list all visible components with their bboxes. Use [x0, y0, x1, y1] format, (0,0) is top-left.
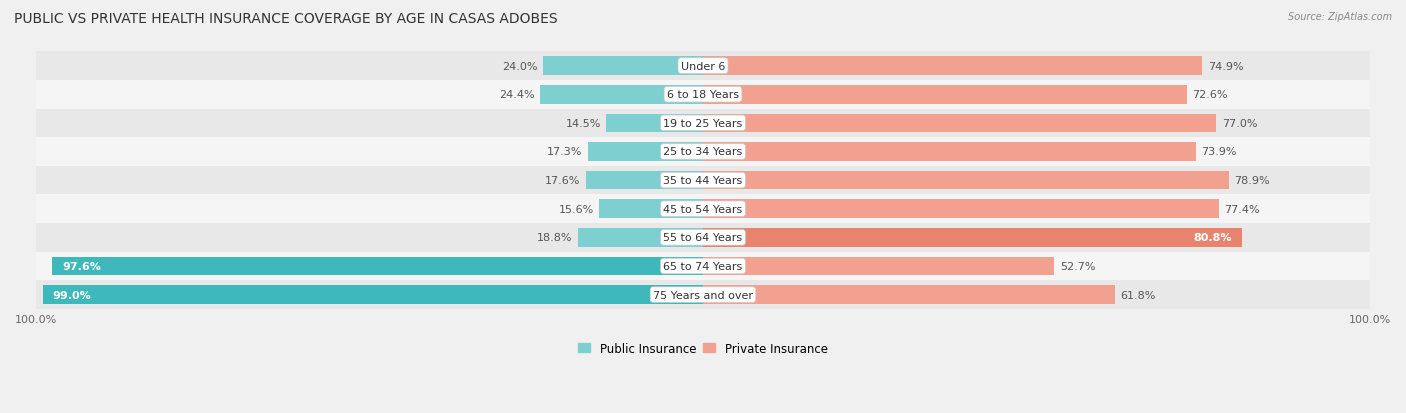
Bar: [37, 195, 1369, 223]
Text: Source: ZipAtlas.com: Source: ZipAtlas.com: [1288, 12, 1392, 22]
Bar: [540, 85, 703, 104]
Text: 61.8%: 61.8%: [1121, 290, 1156, 300]
Text: 77.0%: 77.0%: [1222, 119, 1257, 128]
Text: 97.6%: 97.6%: [62, 261, 101, 271]
Bar: [37, 280, 1369, 309]
Text: 99.0%: 99.0%: [53, 290, 91, 300]
Bar: [703, 257, 1054, 275]
Text: 18.8%: 18.8%: [537, 233, 572, 243]
Text: 74.9%: 74.9%: [1208, 62, 1243, 71]
Text: 45 to 54 Years: 45 to 54 Years: [664, 204, 742, 214]
Bar: [703, 57, 1202, 76]
Bar: [703, 286, 1115, 304]
Text: 24.4%: 24.4%: [499, 90, 534, 100]
Text: 78.9%: 78.9%: [1234, 176, 1270, 186]
Text: 25 to 34 Years: 25 to 34 Years: [664, 147, 742, 157]
Bar: [703, 143, 1197, 161]
Text: 15.6%: 15.6%: [558, 204, 593, 214]
Text: 73.9%: 73.9%: [1201, 147, 1237, 157]
Bar: [703, 228, 1241, 247]
Text: 19 to 25 Years: 19 to 25 Years: [664, 119, 742, 128]
Text: 35 to 44 Years: 35 to 44 Years: [664, 176, 742, 186]
Text: 80.8%: 80.8%: [1194, 233, 1232, 243]
Legend: Public Insurance, Private Insurance: Public Insurance, Private Insurance: [574, 337, 832, 360]
Text: PUBLIC VS PRIVATE HEALTH INSURANCE COVERAGE BY AGE IN CASAS ADOBES: PUBLIC VS PRIVATE HEALTH INSURANCE COVER…: [14, 12, 558, 26]
Bar: [37, 52, 1369, 81]
Bar: [37, 109, 1369, 138]
Bar: [543, 57, 703, 76]
Bar: [37, 138, 1369, 166]
Text: 52.7%: 52.7%: [1060, 261, 1095, 271]
Bar: [703, 171, 1229, 190]
Bar: [606, 114, 703, 133]
Text: 65 to 74 Years: 65 to 74 Years: [664, 261, 742, 271]
Bar: [599, 200, 703, 218]
Text: 77.4%: 77.4%: [1225, 204, 1260, 214]
Bar: [588, 143, 703, 161]
Bar: [703, 200, 1219, 218]
Bar: [37, 81, 1369, 109]
Text: 17.6%: 17.6%: [546, 176, 581, 186]
Text: 24.0%: 24.0%: [502, 62, 537, 71]
Text: 14.5%: 14.5%: [565, 119, 600, 128]
Bar: [703, 114, 1216, 133]
Text: 6 to 18 Years: 6 to 18 Years: [666, 90, 740, 100]
Bar: [37, 166, 1369, 195]
Bar: [586, 171, 703, 190]
Text: 72.6%: 72.6%: [1192, 90, 1227, 100]
Bar: [578, 228, 703, 247]
Bar: [37, 252, 1369, 280]
Bar: [52, 257, 703, 275]
Text: 75 Years and over: 75 Years and over: [652, 290, 754, 300]
Bar: [37, 223, 1369, 252]
Text: 55 to 64 Years: 55 to 64 Years: [664, 233, 742, 243]
Text: Under 6: Under 6: [681, 62, 725, 71]
Text: 17.3%: 17.3%: [547, 147, 582, 157]
Bar: [42, 286, 703, 304]
Bar: [703, 85, 1187, 104]
